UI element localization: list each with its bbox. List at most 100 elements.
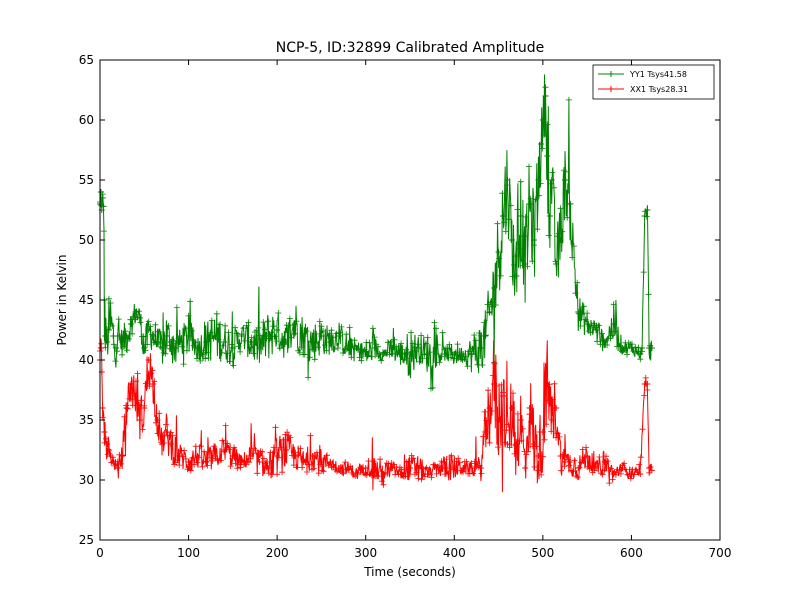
data-point bbox=[167, 339, 174, 345]
data-point bbox=[247, 339, 254, 345]
data-point bbox=[221, 339, 227, 345]
x-axis-title: Time (seconds) bbox=[363, 565, 456, 579]
data-point bbox=[123, 405, 130, 411]
data-point bbox=[553, 405, 560, 411]
data-point bbox=[460, 351, 467, 357]
data-point bbox=[159, 441, 165, 447]
data-point bbox=[128, 321, 134, 327]
data-point bbox=[119, 339, 126, 345]
data-point bbox=[610, 471, 617, 477]
data-point bbox=[104, 441, 111, 447]
y-tick-label: 65 bbox=[79, 53, 94, 67]
data-point bbox=[107, 321, 114, 327]
data-point bbox=[601, 339, 608, 345]
data-point bbox=[104, 339, 111, 345]
data-point bbox=[318, 459, 325, 465]
x-tick-label: 600 bbox=[620, 546, 643, 560]
data-point bbox=[398, 351, 405, 357]
data-point bbox=[256, 459, 263, 465]
data-point bbox=[407, 465, 413, 471]
data-point bbox=[336, 333, 343, 339]
data-point bbox=[362, 351, 369, 357]
data-point bbox=[486, 405, 493, 411]
data-point bbox=[566, 201, 573, 207]
data-point bbox=[639, 345, 646, 351]
data-point bbox=[628, 471, 635, 477]
data-point bbox=[283, 447, 289, 453]
data-point bbox=[203, 339, 210, 345]
data-point bbox=[114, 465, 121, 471]
data-point bbox=[644, 207, 651, 213]
data-point bbox=[557, 453, 564, 459]
data-point bbox=[491, 381, 498, 387]
x-tick-label: 100 bbox=[177, 546, 200, 560]
data-point bbox=[486, 309, 493, 315]
y-tick-label: 40 bbox=[79, 353, 94, 367]
data-point bbox=[508, 405, 515, 411]
data-point bbox=[389, 465, 396, 471]
data-point bbox=[229, 345, 236, 351]
data-point bbox=[141, 345, 148, 351]
data-point bbox=[128, 381, 134, 387]
data-point bbox=[442, 465, 449, 471]
data-point bbox=[318, 333, 325, 339]
data-point bbox=[283, 339, 289, 345]
data-point bbox=[451, 465, 458, 471]
data-point bbox=[97, 189, 104, 195]
data-point bbox=[353, 471, 360, 477]
legend-label: XX1 Tsys28.31 bbox=[630, 85, 688, 94]
legend-marker bbox=[608, 86, 614, 92]
x-tick-label: 700 bbox=[709, 546, 732, 560]
data-point bbox=[575, 309, 582, 315]
data-point bbox=[415, 345, 422, 351]
data-point bbox=[610, 321, 617, 327]
data-point bbox=[274, 327, 281, 333]
data-point bbox=[265, 465, 272, 471]
data-point bbox=[424, 471, 431, 477]
legend-marker bbox=[608, 71, 614, 77]
data-point bbox=[345, 345, 351, 351]
data-point bbox=[460, 465, 467, 471]
data-point bbox=[185, 459, 192, 465]
data-point bbox=[291, 453, 298, 459]
data-point bbox=[141, 405, 148, 411]
data-point bbox=[548, 177, 555, 183]
y-tick-label: 45 bbox=[79, 293, 94, 307]
data-point bbox=[154, 417, 161, 423]
data-point bbox=[637, 351, 644, 357]
data-point bbox=[371, 345, 378, 351]
data-point bbox=[119, 453, 126, 459]
data-point bbox=[274, 453, 281, 459]
x-tick-label: 200 bbox=[266, 546, 289, 560]
data-point bbox=[100, 203, 107, 210]
data-point bbox=[353, 345, 360, 351]
x-tick-label: 0 bbox=[96, 546, 104, 560]
data-point bbox=[539, 429, 546, 435]
data-point bbox=[105, 327, 112, 333]
data-point bbox=[336, 465, 343, 471]
data-point bbox=[477, 345, 484, 351]
data-point bbox=[593, 465, 599, 471]
data-point bbox=[265, 333, 272, 339]
data-point bbox=[212, 333, 219, 339]
data-point bbox=[229, 453, 236, 459]
data-point bbox=[99, 195, 106, 201]
data-point bbox=[107, 453, 114, 459]
data-point bbox=[123, 333, 130, 339]
y-axis: 25 30 35 40 45 50 55 60 65 bbox=[79, 53, 720, 547]
data-point bbox=[362, 465, 369, 471]
series-layer bbox=[97, 74, 655, 493]
data-point bbox=[112, 345, 119, 351]
data-point bbox=[176, 453, 183, 459]
data-point bbox=[495, 417, 502, 423]
data-point bbox=[504, 441, 511, 447]
data-point bbox=[539, 117, 546, 123]
data-point bbox=[407, 351, 413, 357]
data-point bbox=[584, 321, 591, 327]
data-point bbox=[433, 465, 440, 471]
data-point bbox=[538, 141, 545, 147]
data-point bbox=[309, 453, 316, 459]
data-point bbox=[546, 213, 553, 219]
y-tick-label: 50 bbox=[79, 233, 94, 247]
y-tick-label: 30 bbox=[79, 473, 94, 487]
